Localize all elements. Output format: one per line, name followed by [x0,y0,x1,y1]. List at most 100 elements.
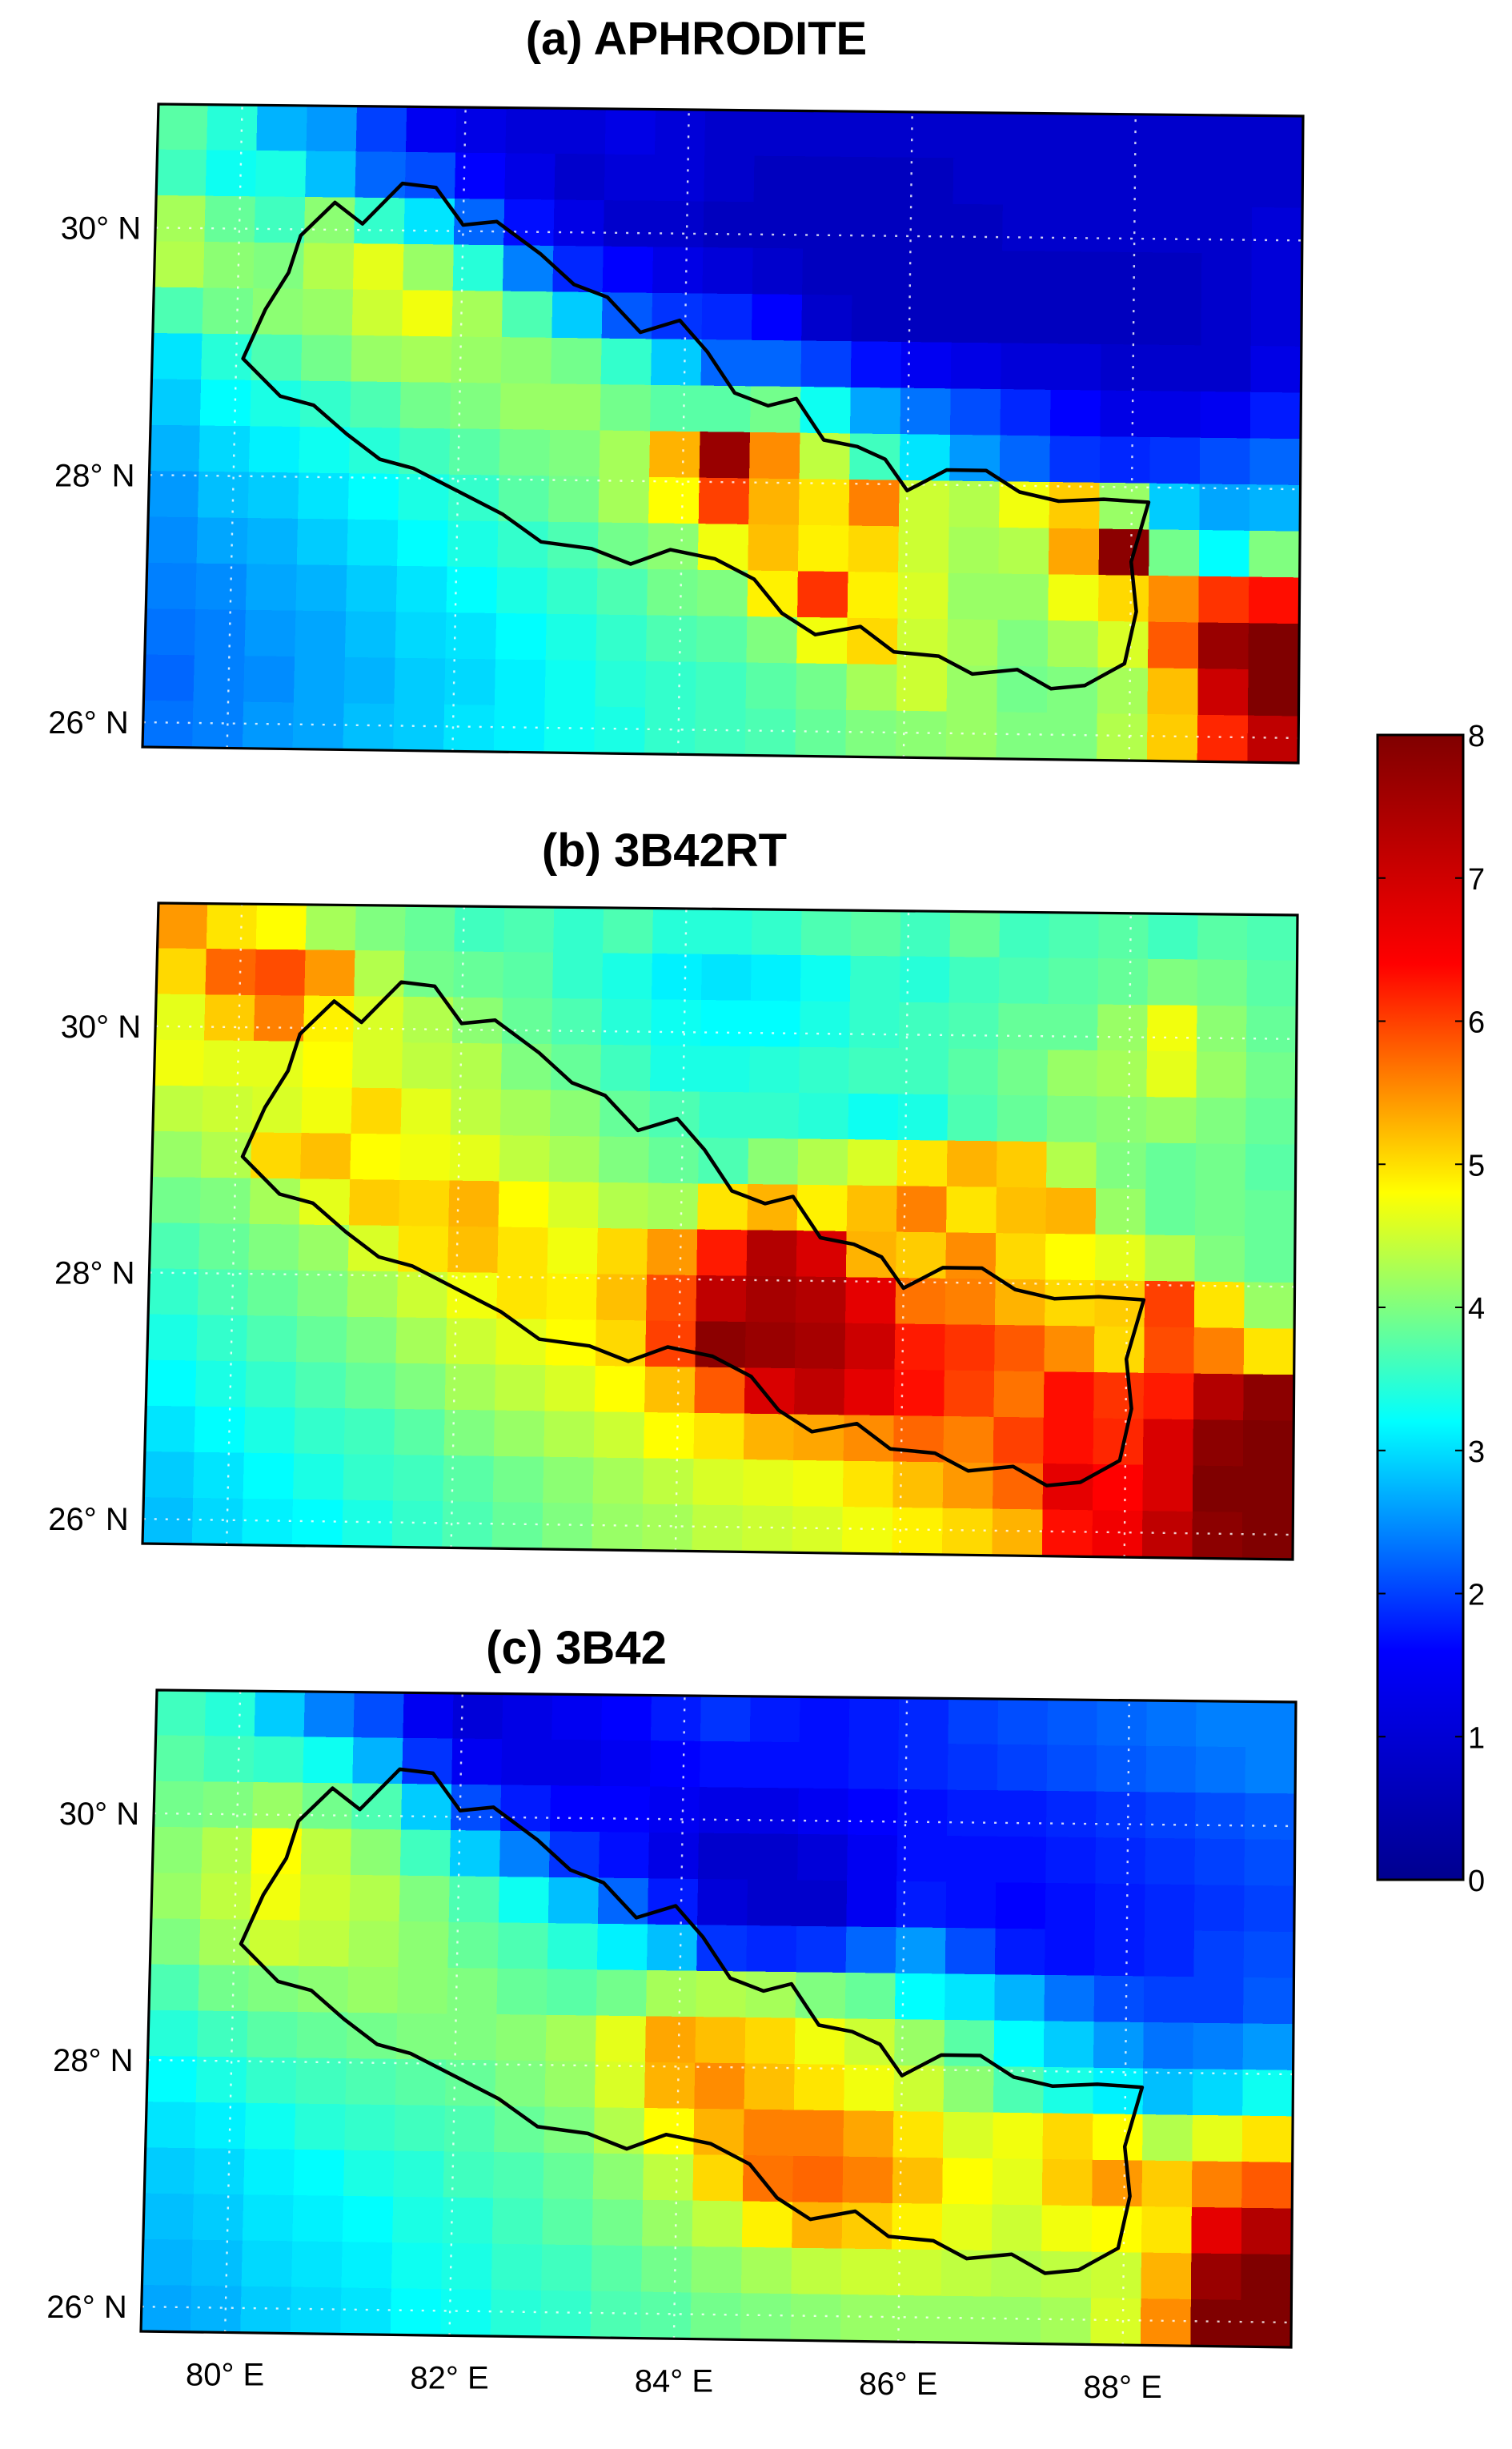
panel-a-cell [598,476,651,524]
panel-a-cell [444,658,497,707]
panel-c-cell [846,1881,898,1929]
panel-c-cell [143,2147,196,2195]
panel-c-cell [798,1742,851,1790]
panel-a-cell [646,615,699,664]
panel-c-cell [896,1881,948,1929]
panel-a-cell [553,199,606,248]
panel-b-cell [593,1411,646,1459]
panel-c-cell [204,1690,257,1738]
panel-c-cell [1093,2021,1145,2070]
panel-b-cell [600,998,653,1047]
panel-b-cell [248,1223,301,1272]
xtick-84e: 84° E [635,2363,713,2399]
panel-b-cell [1246,960,1297,1008]
panel-c-cell [1193,1885,1245,1933]
panel-a-cell [1146,713,1199,763]
panel-a-cell [750,339,803,388]
panel-c-cell [303,1691,356,1739]
panel-a-cell [1001,251,1053,299]
panel-c-cell [1242,2070,1294,2118]
panel-a-cell [903,157,955,206]
panel-b-cell [644,1366,696,1415]
panel-b-cell [443,1409,496,1458]
panel-c-cell [749,1696,802,1744]
panel-c-cell [347,1966,399,2015]
panel-b-cell [348,1179,401,1227]
panel-a-cell [194,609,247,657]
panel-c-cell [748,1787,800,1836]
panel-a-cell [1150,344,1202,393]
panel-c-cell [1043,2066,1095,2115]
panel-a-cell [256,104,309,153]
panel-b-cell [843,1415,896,1463]
panel-a-cell [1048,528,1101,576]
panel-b-cell [941,1508,994,1556]
panel-c-cell [1041,2205,1093,2254]
panel-a-cell [798,479,851,528]
panel-a-cell [1002,158,1055,207]
panel-b-cell [744,1322,797,1370]
panel-c-cell [1195,1700,1247,1748]
panel-a-cell [848,525,900,574]
panel-b-cell [395,1317,448,1366]
panel-b-cell [994,1324,1046,1373]
xtick-86e: 86° E [859,2367,937,2402]
panel-a-cell [1251,207,1303,255]
panel-b-cell [1092,1510,1144,1559]
panel-b-cell [1193,1373,1245,1422]
panel-a-cell [1100,343,1153,392]
panel-b-cell [700,954,753,1002]
panel-c-cell [349,1874,402,1923]
panel-a-ytick-30n: 30° N [61,211,142,246]
panel-a-cell [505,106,558,155]
panel-a-grid [142,105,1302,761]
panel-c-cell [698,1833,750,1881]
panel-a-cell [154,195,207,243]
panel-b-cell [1245,1098,1297,1146]
panel-c-cell [843,2110,895,2159]
panel-c-cell [640,2291,692,2340]
panel-b-cell [298,1224,351,1272]
panel-b-cell [896,1139,949,1188]
colorbar-label-5: 5 [1468,1149,1485,1182]
panel-c-cell [1143,1976,1195,2025]
parallel-26n [142,1518,1293,1536]
panel-a-cell [348,427,402,476]
panel-c-cell [697,1878,749,1927]
panel-b-cell [305,904,358,952]
panel-b-cell [553,906,605,954]
panel-a-cell [251,288,305,336]
panel-c-cell [545,2014,598,2063]
panel-a-cell [1151,252,1203,301]
panel-c-cell [1241,2115,1293,2164]
panel-b-cell [546,1273,599,1322]
panel-a-cell [404,151,457,200]
panel-b-cell [696,1275,748,1323]
panel-c-cell [547,1923,600,1971]
panel-a-cell [1199,437,1252,486]
panel-c-cell [690,2292,743,2341]
panel-a-ytick-28n: 28° N [54,458,135,493]
panel-b-cell [800,909,852,958]
panel-b-cell [395,1363,447,1411]
panel-a-cell [1097,575,1150,624]
panel-c-map [141,1690,1296,2347]
panel-c-cell [499,1785,552,1833]
panel-b-cell [543,1411,596,1459]
panel-a-cell [604,154,656,203]
panel-a-cell [1201,160,1254,209]
panel-c-cell [995,1882,1047,1930]
panel-c-ytick-30n: 30° N [59,1797,140,1832]
panel-a-cell [1200,345,1253,394]
panel-a-cell [1148,575,1201,624]
panel-a-cell [452,244,505,293]
panel-b-cell [547,1227,600,1275]
panel-c-cell [491,2198,544,2246]
panel-a-cell [299,427,351,475]
panel-a-nepal-boundary [241,181,1151,691]
panel-b-cell [253,994,306,1043]
panel-c-cell [848,1696,900,1744]
parallel-28n [149,474,1301,491]
panel-c-cell [544,2061,597,2109]
panel-b-cell [203,994,256,1042]
